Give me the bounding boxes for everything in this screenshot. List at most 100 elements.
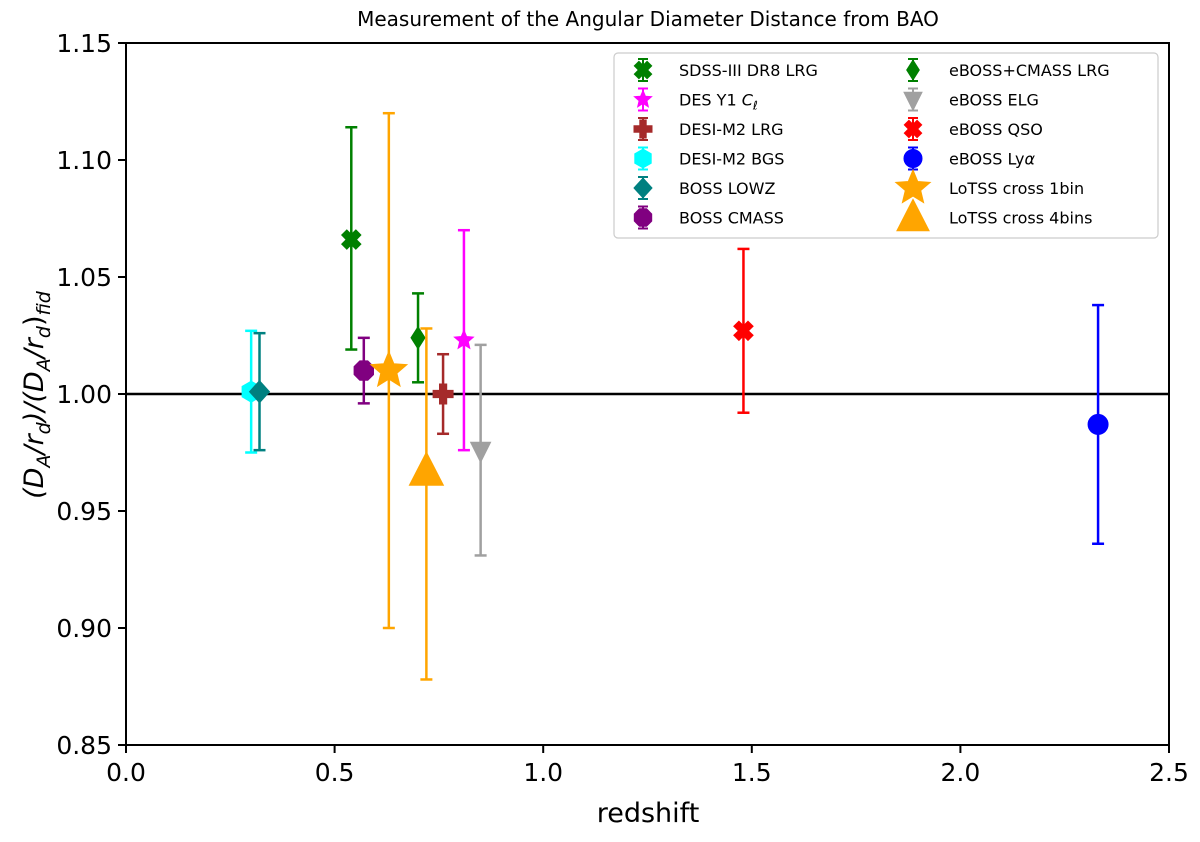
legend-marker [903, 149, 923, 168]
y-tick-label: 1.05 [56, 263, 112, 292]
legend-item-lotss-cross-4bins: LoTSS cross 4bins [896, 198, 1092, 232]
data-point [469, 441, 492, 464]
legend-item-eboss-qso: eBOSS QSO [903, 117, 1043, 141]
legend-label-part: LoTSS cross 4bins [949, 209, 1092, 228]
legend-item-desi-m2-bgs: DESI-M2 BGS [634, 146, 784, 171]
data-point [453, 328, 475, 350]
legend-box [613, 52, 1159, 239]
data-point [248, 379, 271, 404]
legend-label-part: BOSS LOWZ [679, 179, 775, 198]
legend-marker [633, 177, 653, 199]
legend-label: DESI-M2 LRG [679, 120, 784, 139]
y-tick-label: 1.15 [56, 29, 112, 58]
y-axis-label-part: d [33, 421, 55, 434]
y-axis-label-part: A [33, 455, 55, 470]
legend-label: BOSS LOWZ [679, 179, 775, 198]
y-axis-label: (DA/rd)/(DA/rd)fid [19, 290, 55, 499]
x-axis-label: redshift [597, 798, 700, 829]
legend-item-eboss-ly: eBOSS Lyα [903, 146, 1035, 171]
chart-title: Measurement of the Angular Diameter Dist… [357, 7, 939, 31]
legend-item-sdss-iii-dr8-lrg: SDSS-III DR8 LRG [633, 58, 818, 82]
series-sdss-iii-dr8-lrg [340, 125, 362, 351]
legend-label-part: eBOSS Ly [949, 150, 1024, 169]
legend-marker [903, 91, 923, 112]
legend-label: LoTSS cross 4bins [949, 209, 1092, 228]
legend-item-boss-lowz: BOSS LOWZ [633, 176, 775, 200]
y-axis-label-part: d [33, 325, 55, 338]
data-point [733, 320, 754, 342]
x-tick-label: 0.5 [315, 758, 355, 787]
legend-item-desi-m2-lrg: DESI-M2 LRG [633, 117, 784, 141]
legend-label-part: eBOSS QSO [949, 120, 1043, 139]
legend-label: SDSS-III DR8 LRG [679, 61, 818, 80]
data-point [432, 383, 454, 405]
y-axis-label-part: A [33, 358, 55, 373]
y-axis-label-part: )/(D [19, 371, 50, 424]
legend-item-boss-cmass: BOSS CMASS [633, 205, 784, 230]
series-des-y1-c [453, 228, 475, 452]
legend-label-part: α [1024, 150, 1035, 169]
legend-label-part: DES Y1 [679, 91, 742, 110]
legend-marker [633, 208, 653, 227]
legend-marker [633, 119, 653, 139]
x-tick-label: 1.0 [523, 758, 563, 787]
legend-item-des-y1-c: DES Y1 Cℓ [633, 87, 758, 113]
series-eboss-ly [1087, 303, 1109, 546]
legend-label-part: eBOSS+CMASS LRG [949, 61, 1110, 80]
legend-label: LoTSS cross 1bin [949, 179, 1084, 198]
series-lotss-cross-4bins [408, 327, 445, 681]
series-lotss-cross-1bin [369, 111, 409, 630]
legend-label-part: SDSS-III DR8 LRG [679, 61, 818, 80]
data-point [353, 360, 374, 381]
legend-label: eBOSS Lyα [949, 150, 1035, 169]
y-tick-label: 0.90 [56, 614, 112, 643]
y-tick-label: 1.10 [56, 146, 112, 175]
legend-label: DES Y1 Cℓ [679, 91, 758, 113]
legend-label-part: DESI-M2 BGS [679, 150, 784, 169]
legend-label-part: LoTSS cross 1bin [949, 179, 1084, 198]
series-eboss-elg [469, 343, 492, 557]
legend-marker [906, 59, 920, 81]
y-axis-label-part: /r [19, 432, 50, 456]
legend-label-part: eBOSS ELG [949, 91, 1039, 110]
data-point [340, 229, 362, 250]
legend-label-part: DESI-M2 LRG [679, 120, 784, 139]
legend-item-eboss-cmass-lrg: eBOSS+CMASS LRG [906, 58, 1110, 82]
legend-label: eBOSS QSO [949, 120, 1043, 139]
legend-marker [633, 89, 653, 108]
data-point [369, 350, 409, 388]
legend-item-lotss-cross-1bin: LoTSS cross 1bin [894, 168, 1084, 204]
legend-marker [634, 148, 652, 169]
y-axis-label-part: ) [19, 315, 50, 326]
legend-label-part: C [742, 91, 754, 110]
data-point [408, 451, 445, 486]
y-tick-label: 1.00 [56, 380, 112, 409]
x-tick-label: 0.0 [106, 758, 146, 787]
series-boss-cmass [353, 336, 374, 405]
y-axis-label-part: fid [33, 290, 55, 315]
y-axis-label-part: /r [19, 336, 50, 360]
data-point [410, 325, 426, 350]
legend-marker [894, 168, 932, 204]
y-tick-label: 0.85 [56, 731, 112, 760]
legend-item-eboss-elg: eBOSS ELG [903, 87, 1039, 112]
legend-label: eBOSS+CMASS LRG [949, 61, 1110, 80]
y-axis-label-part: (D [19, 468, 50, 499]
legend-label: DESI-M2 BGS [679, 150, 784, 169]
legend-label: eBOSS ELG [949, 91, 1039, 110]
x-tick-label: 2.5 [1149, 758, 1189, 787]
x-tick-label: 2.0 [941, 758, 981, 787]
legend-label-part: BOSS CMASS [679, 209, 784, 228]
data-point [1087, 413, 1109, 435]
series-desi-m2-lrg [432, 352, 454, 436]
legend-marker [903, 119, 923, 139]
series-eboss-cmass-lrg [410, 292, 426, 384]
series-boss-lowz [248, 331, 271, 452]
series-eboss-qso [733, 247, 754, 414]
x-tick-label: 1.5 [732, 758, 772, 787]
legend-label-part: ℓ [752, 99, 758, 113]
legend-label: BOSS CMASS [679, 209, 784, 228]
y-tick-label: 0.95 [56, 497, 112, 526]
legend-marker [633, 60, 653, 80]
